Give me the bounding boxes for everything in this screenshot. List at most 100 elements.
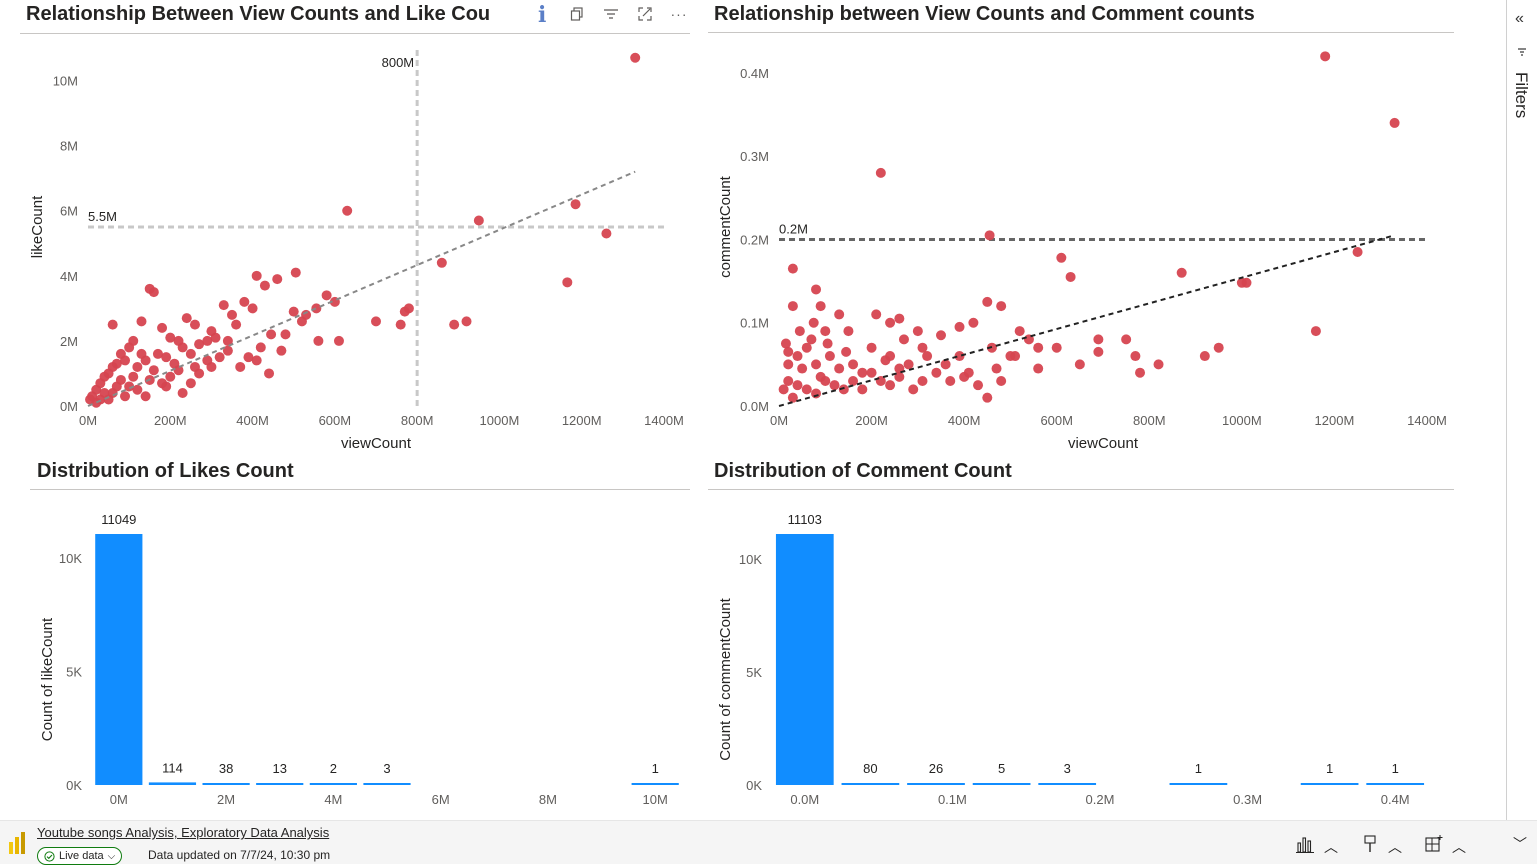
x-tick-label: 1000M bbox=[480, 413, 520, 428]
x-axis-title: viewCount bbox=[1068, 435, 1139, 452]
data-point bbox=[214, 352, 225, 363]
data-point bbox=[436, 257, 447, 268]
y-tick-label: 4M bbox=[60, 269, 78, 284]
copy-icon[interactable] bbox=[566, 4, 588, 24]
histogram-bar bbox=[95, 534, 143, 785]
x-tick-label: 200M bbox=[154, 413, 187, 428]
data-point bbox=[124, 381, 135, 392]
data-point bbox=[202, 355, 213, 366]
filters-label[interactable]: Filters bbox=[1512, 72, 1531, 119]
data-point bbox=[243, 352, 254, 363]
data-point bbox=[136, 348, 147, 359]
visual-chart-icon[interactable] bbox=[1296, 835, 1318, 858]
filter-icon[interactable] bbox=[600, 4, 622, 24]
x-tick-label: 600M bbox=[1040, 413, 1073, 428]
data-point bbox=[91, 397, 102, 408]
bar-data-label: 26 bbox=[929, 761, 943, 776]
data-point bbox=[973, 380, 984, 391]
data-point bbox=[1074, 359, 1085, 370]
y-axis-title: commentCount bbox=[717, 175, 734, 278]
chevron-down-icon[interactable]: ﹀ bbox=[1513, 836, 1527, 852]
data-point bbox=[1310, 326, 1321, 337]
bar-data-label: 3 bbox=[383, 761, 390, 776]
y-tick-label: 6M bbox=[60, 204, 78, 219]
trend-line bbox=[87, 170, 636, 407]
format-brush-icon[interactable] bbox=[1362, 835, 1378, 858]
focus-mode-icon[interactable] bbox=[634, 4, 656, 24]
data-point bbox=[202, 335, 213, 346]
title-divider bbox=[708, 32, 1454, 33]
data-point bbox=[1176, 267, 1187, 278]
bar-data-label: 11049 bbox=[101, 512, 136, 527]
more-options-icon[interactable]: ··· bbox=[670, 6, 688, 22]
data-point bbox=[841, 346, 852, 357]
report-title-link[interactable]: Youtube songs Analysis, Exploratory Data… bbox=[37, 825, 330, 840]
bar-data-label: 5 bbox=[998, 761, 1005, 776]
data-point bbox=[780, 338, 791, 349]
data-point bbox=[259, 280, 270, 291]
data-point bbox=[806, 334, 817, 345]
y-axis-title: Count of likeCount bbox=[39, 617, 56, 741]
x-tick-label: 200M bbox=[855, 413, 888, 428]
data-point bbox=[783, 359, 794, 370]
data-point bbox=[982, 296, 993, 307]
data-point bbox=[157, 322, 168, 333]
data-point bbox=[165, 332, 176, 343]
histogram-bar bbox=[1366, 783, 1425, 785]
data-point bbox=[857, 367, 868, 378]
data-point bbox=[871, 309, 882, 320]
x-tick-label: 0.4M bbox=[1381, 792, 1410, 807]
y-tick-label: 5K bbox=[66, 664, 82, 679]
data-point bbox=[834, 309, 845, 320]
chevron-up-icon[interactable]: ︿ bbox=[1388, 839, 1402, 855]
powerbi-logo-icon bbox=[8, 832, 26, 859]
filters-pane[interactable]: « Filters bbox=[1506, 0, 1537, 820]
like-scatter-visual[interactable]: Relationship Between View Counts and Lik… bbox=[20, 0, 692, 460]
data-point bbox=[815, 371, 826, 382]
data-point bbox=[148, 365, 159, 376]
data-point bbox=[936, 330, 946, 341]
info-icon[interactable]: i bbox=[538, 2, 547, 28]
data-point bbox=[811, 388, 822, 399]
chevron-up-icon[interactable]: ︿ bbox=[1324, 839, 1338, 855]
data-point bbox=[982, 392, 993, 403]
data-point bbox=[811, 359, 822, 370]
data-point bbox=[227, 309, 237, 320]
histogram-bar bbox=[972, 783, 1031, 785]
page-layout-icon[interactable] bbox=[1425, 835, 1443, 858]
visual-title: Distribution of Likes Count bbox=[37, 460, 294, 482]
likes-histogram-visual[interactable]: Distribution of Likes Count 0M 2M 4M 6M 8M 10… bbox=[30, 458, 692, 818]
x-tick-label: 0M bbox=[79, 413, 97, 428]
data-point bbox=[173, 365, 184, 376]
data-point bbox=[630, 52, 641, 63]
data-point bbox=[165, 371, 176, 382]
data-point bbox=[1065, 271, 1076, 282]
data-point bbox=[371, 316, 381, 327]
y-tick-label: 0.3M bbox=[740, 149, 769, 164]
data-point bbox=[185, 378, 196, 389]
data-point bbox=[251, 355, 262, 366]
collapse-pane-icon[interactable]: « bbox=[1515, 10, 1524, 27]
chevron-up-icon[interactable]: ︿ bbox=[1452, 839, 1466, 855]
trend-line bbox=[778, 234, 1395, 407]
y-tick-label: 0M bbox=[60, 399, 78, 414]
data-point bbox=[264, 368, 275, 379]
data-point bbox=[829, 380, 840, 391]
live-data-badge[interactable]: Live data ⌵ bbox=[37, 847, 123, 865]
x-tick-label: 8M bbox=[539, 792, 557, 807]
data-point bbox=[194, 339, 205, 350]
data-point bbox=[115, 348, 126, 359]
data-point bbox=[984, 230, 995, 241]
data-point bbox=[1093, 346, 1104, 357]
data-point bbox=[103, 394, 114, 405]
x-tick-label: 400M bbox=[948, 413, 981, 428]
data-point bbox=[1014, 326, 1025, 337]
x-tick-label: 800M bbox=[1133, 413, 1166, 428]
data-point bbox=[1051, 342, 1062, 353]
comment-histogram-visual[interactable]: Distribution of Comment Count 0.0M 0.1M 0.… bbox=[708, 458, 1456, 818]
data-point bbox=[111, 381, 122, 392]
comment-scatter-visual[interactable]: Relationship between View Counts and Com… bbox=[708, 0, 1456, 460]
data-point bbox=[880, 355, 891, 366]
data-point bbox=[894, 313, 905, 324]
